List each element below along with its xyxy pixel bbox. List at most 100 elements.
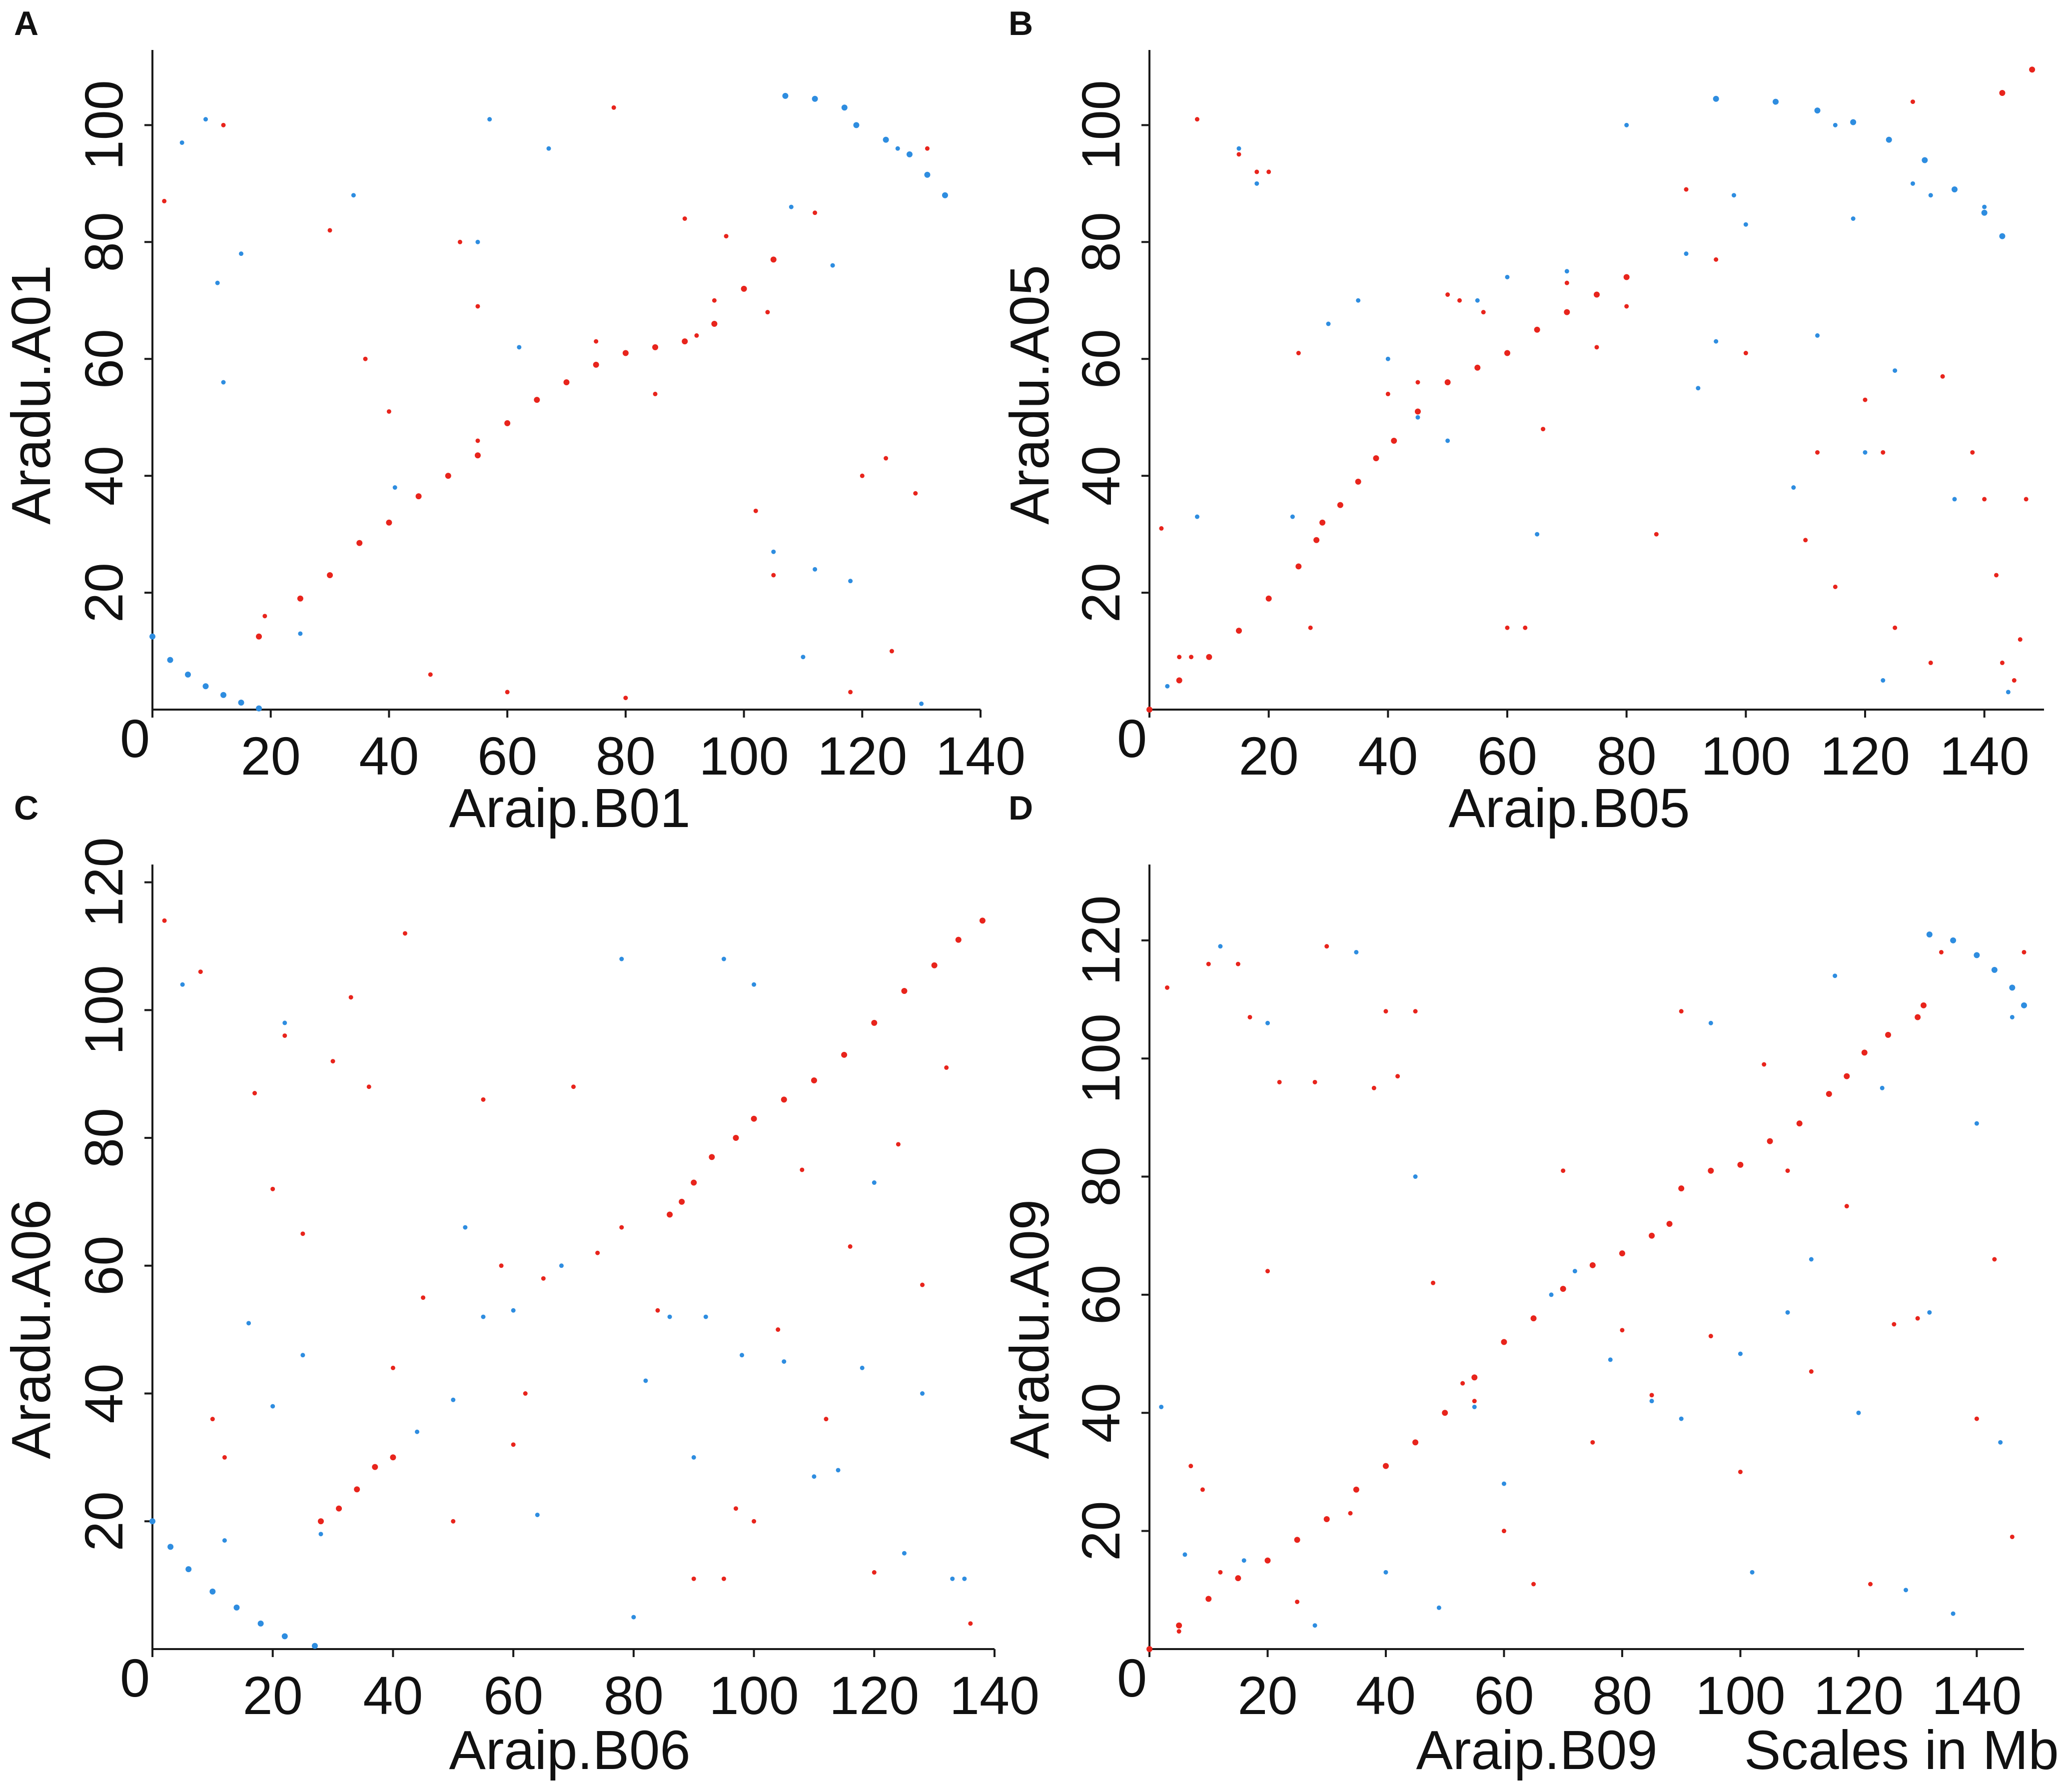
alignment-point-c-2-4 [733,1135,739,1141]
scatter-point-b-0-9 [1385,391,1390,396]
y-tick-label-c-100: 100 [73,965,134,1055]
scatter-point-a-1-4 [239,251,244,256]
scatter-point-d-0-20 [1472,1399,1477,1404]
scatter-point-c-0-3 [222,1455,227,1460]
scatter-point-d-1-11 [1501,1481,1506,1486]
alignment-point-d-1-5 [1560,1286,1566,1292]
scatter-point-b-1-27 [1910,181,1915,186]
alignment-point-b-2-0 [1444,379,1451,385]
x-tick-label-b-80: 80 [1597,726,1657,786]
scatter-point-b-0-15 [1523,625,1528,630]
scatter-point-a-0-7 [457,239,462,244]
scatter-point-b-1-3 [1254,181,1259,186]
alignment-point-a-0-2 [327,572,333,578]
alignment-point-d-2-3 [1826,1091,1832,1097]
scatter-point-c-0-4 [252,1091,257,1096]
scatter-point-d-0-27 [1679,1009,1684,1014]
alignment-point-a-2-1 [812,95,818,102]
scatter-point-c-0-25 [721,1576,726,1581]
scatter-point-d-1-26 [1927,1310,1932,1315]
scatter-point-b-0-17 [1564,280,1569,285]
scatter-point-a-1-6 [351,193,356,198]
scatter-point-b-0-39 [2024,497,2029,502]
alignment-point-a-0-17 [770,256,777,263]
alignment-point-d-3-3 [1991,966,1998,973]
scatter-point-a-0-11 [594,339,599,344]
scatter-point-b-0-18 [1594,345,1599,350]
scatter-point-c-0-24 [691,1576,696,1581]
alignment-point-d-2-1 [1767,1138,1773,1144]
scatter-point-a-1-17 [848,579,853,584]
alignment-point-d-2-7 [1915,1014,1921,1020]
scatter-point-b-0-27 [1863,397,1868,402]
alignment-point-d-2-2 [1796,1120,1803,1127]
scatter-point-a-0-9 [475,438,480,443]
scatter-point-b-0-31 [1928,660,1933,665]
scatter-point-c-1-5 [300,1353,305,1358]
x-axis-title-b: Araip.B05 [1448,778,1690,839]
scatter-point-b-0-29 [1893,625,1898,630]
scatter-point-d-0-34 [1868,1582,1873,1587]
panel-d: D Araip.B09 Aradu.A09 0 20 40 60 80 100 120 140… [999,789,2027,1781]
alignment-point-b-1-2 [1355,478,1361,485]
scatter-point-d-0-12 [1324,944,1329,949]
alignment-point-a-0-1 [297,595,303,602]
scatter-point-d-0-8 [1265,1269,1270,1274]
scatter-point-a-0-5 [386,409,391,414]
scatter-point-d-0-10 [1295,1599,1300,1604]
scatter-point-c-0-2 [210,1417,215,1422]
scatter-point-d-1-15 [1649,1399,1654,1404]
scatter-point-d-1-13 [1572,1269,1577,1274]
alignment-point-b-1-4 [1391,437,1397,444]
y-tick-label-c-120: 120 [73,837,134,927]
x-tick-label-c-20: 20 [243,1665,303,1726]
alignment-point-c-0-6 [281,1633,288,1640]
alignment-point-c-0-0 [149,1518,155,1525]
y-tick-label-d-120: 120 [1070,895,1131,985]
scatter-point-c-1-9 [463,1225,468,1230]
alignment-point-a-1-4 [220,692,227,698]
x-tick-label-d-120: 120 [1814,1665,1904,1726]
alignment-point-c-1-3 [372,1464,378,1470]
scatter-point-c-0-20 [571,1084,576,1089]
alignment-point-d-2-0 [1737,1161,1744,1168]
x-tick-label-c-100: 100 [709,1665,799,1726]
scatter-point-b-1-28 [1928,193,1933,198]
alignment-point-d-0-8 [1382,1463,1389,1469]
scatter-point-d-0-7 [1247,1014,1252,1019]
scatter-point-d-0-6 [1235,961,1240,966]
x-tick-label-b-60: 60 [1477,726,1537,786]
scatter-point-c-0-26 [733,1506,738,1511]
scatter-point-a-0-13 [623,696,628,701]
scatter-point-c-0-16 [499,1263,504,1268]
scatter-point-d-0-19 [1460,1381,1465,1386]
scatter-point-b-1-8 [1415,415,1420,420]
scatter-point-d-0-32 [1809,1369,1814,1374]
scatter-point-c-0-21 [595,1250,600,1255]
scatter-point-c-0-27 [752,1519,757,1524]
scatter-point-b-1-21 [1815,333,1820,338]
scatter-point-d-1-22 [1833,973,1838,978]
scatter-point-a-1-8 [475,239,480,244]
scatter-point-c-1-21 [740,1353,744,1358]
x-tick-label-b-140: 140 [1940,726,2030,786]
alignment-point-b-0-0 [1146,707,1152,713]
x-tick-label-a-0: 0 [120,708,150,769]
scatter-point-b-0-38 [2018,637,2023,642]
scatter-point-c-0-29 [800,1167,805,1172]
y-tick-label-b-100: 100 [1070,80,1131,170]
alignment-point-c-0-5 [257,1620,264,1627]
scatter-point-b-1-2 [1236,146,1241,151]
alignment-point-a-1-6 [256,705,262,712]
alignment-point-b-3-4 [1886,136,1892,143]
alignment-point-d-3-4 [2009,984,2016,991]
scatter-point-b-1-24 [1863,450,1868,455]
alignment-point-b-3-6 [1952,186,1958,193]
scatter-point-a-0-20 [753,508,758,513]
scatter-point-b-0-32 [1940,374,1945,379]
scatter-point-d-0-26 [1649,1393,1654,1398]
scatter-point-b-1-30 [1982,204,1987,209]
alignment-point-d-1-6 [1589,1262,1596,1268]
scatter-point-d-0-29 [1738,1469,1743,1474]
alignment-point-c-2-9 [871,1019,878,1026]
